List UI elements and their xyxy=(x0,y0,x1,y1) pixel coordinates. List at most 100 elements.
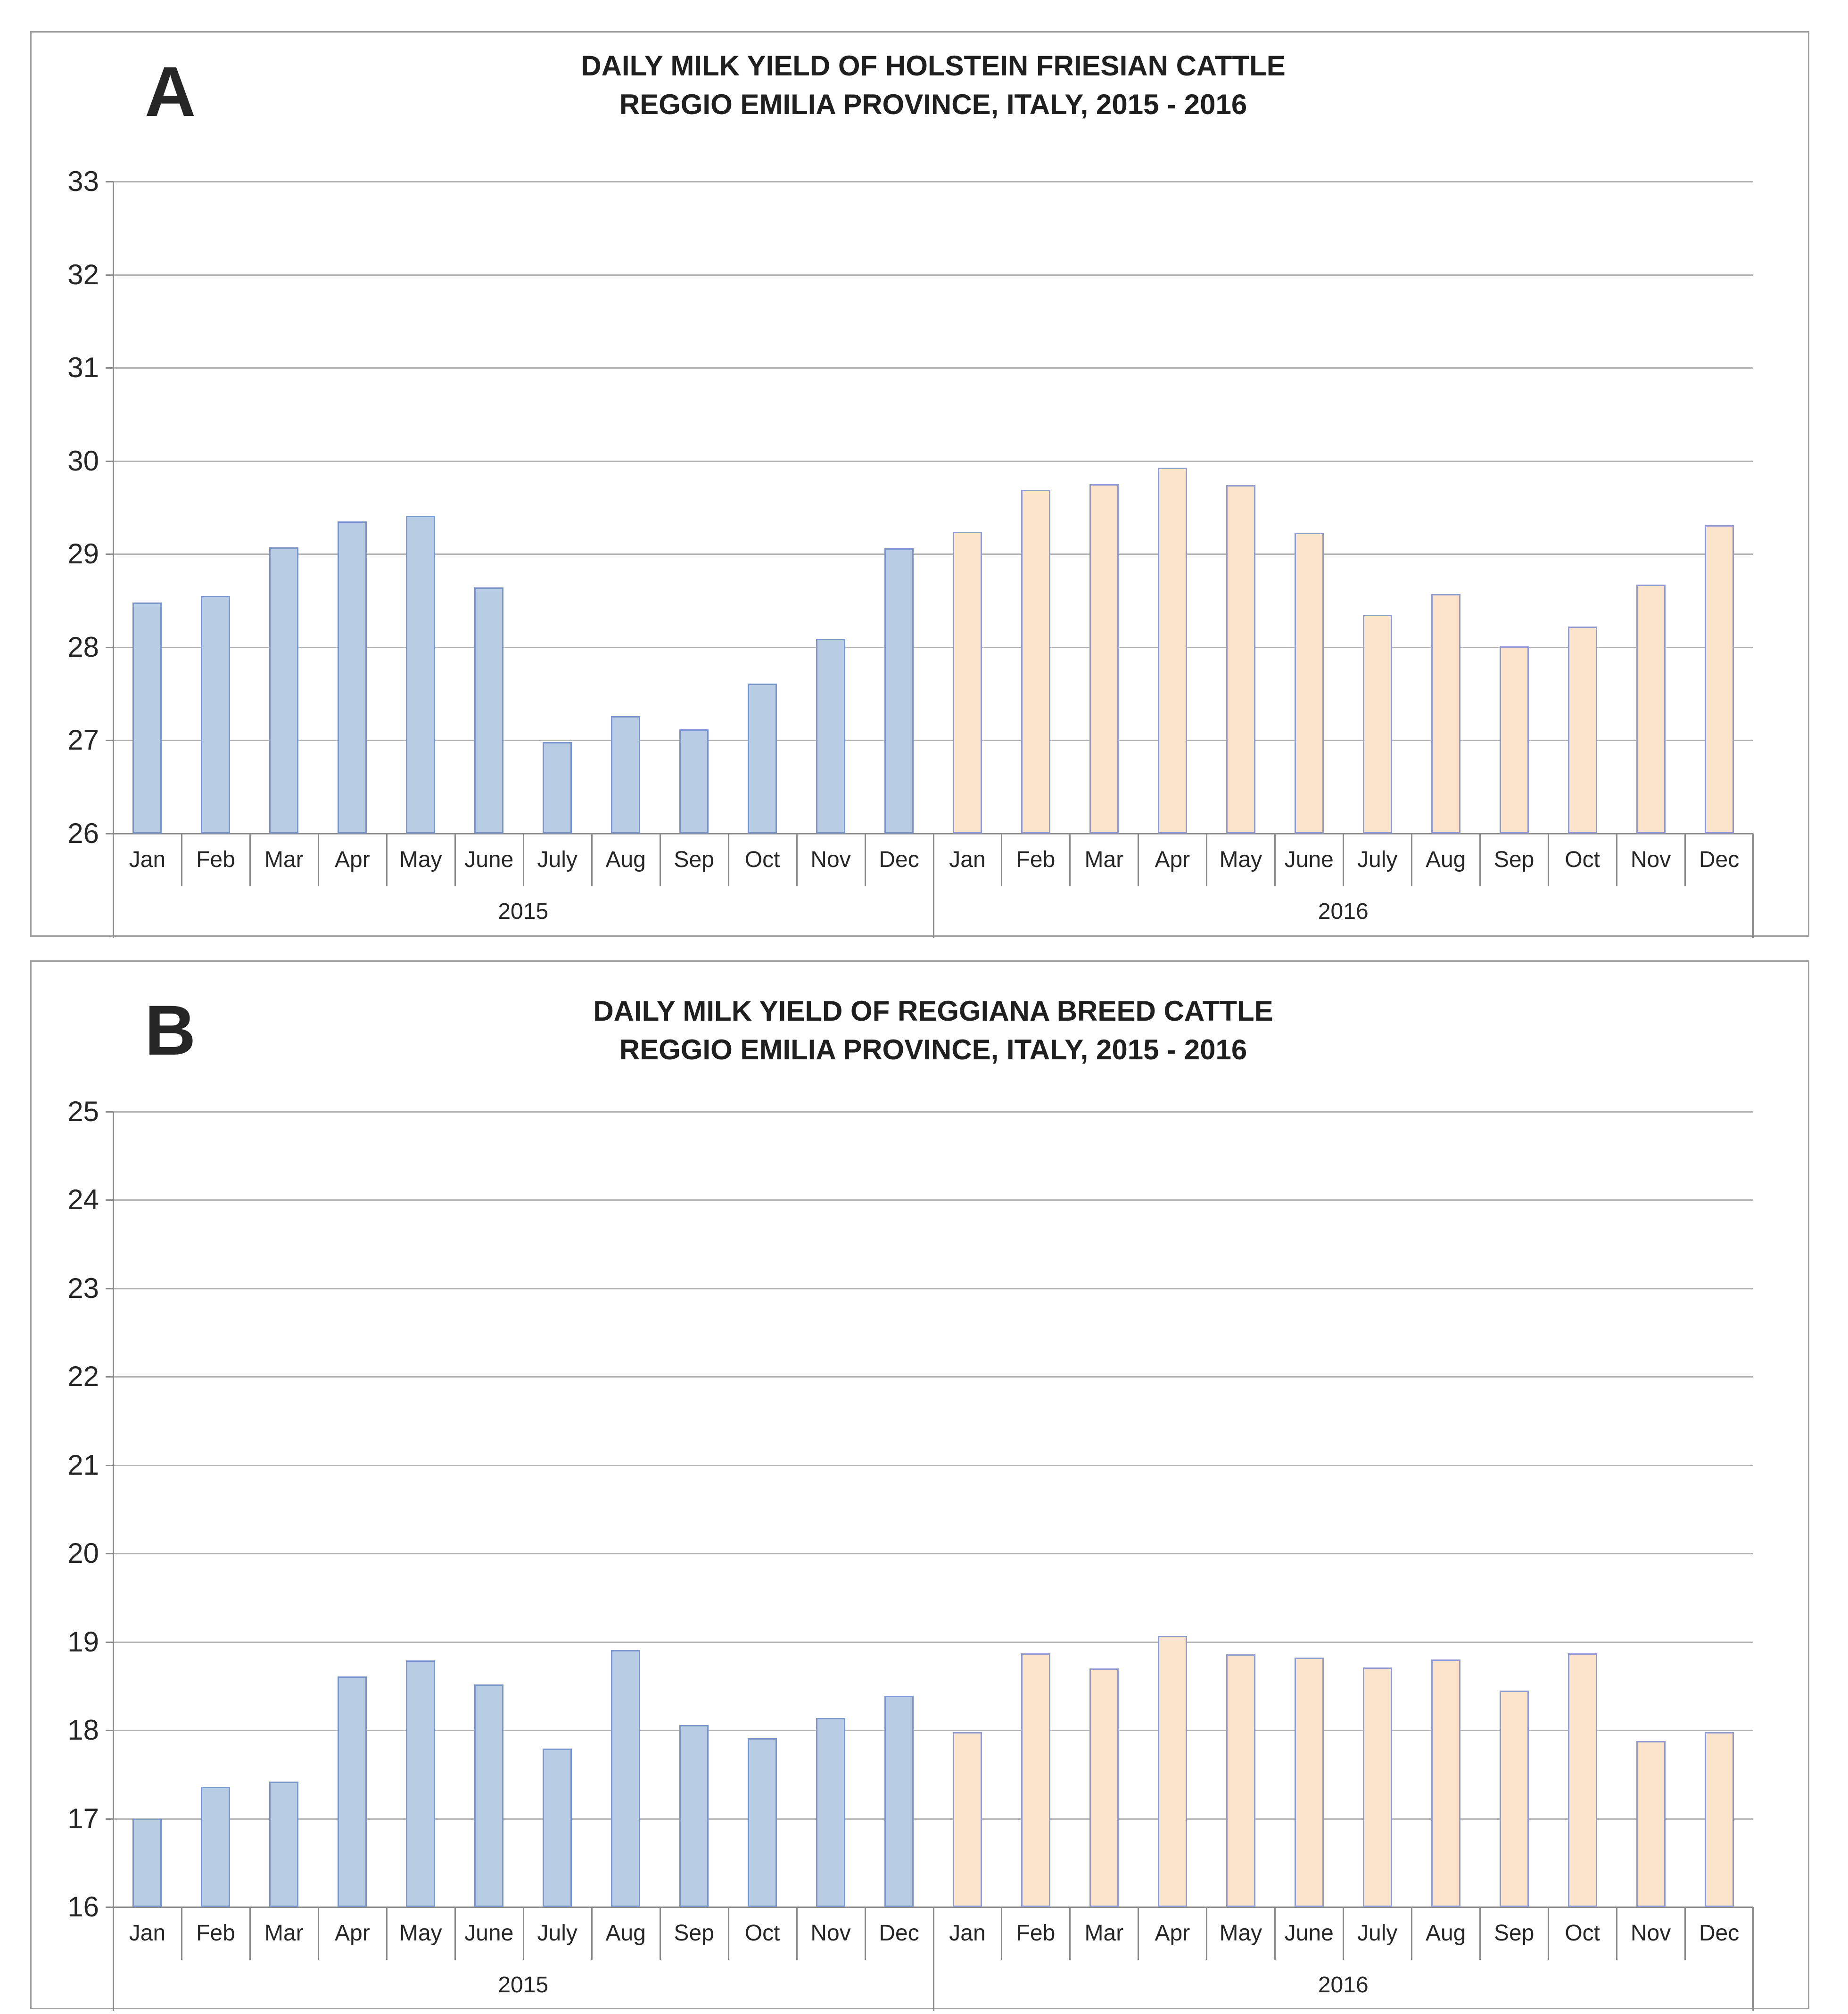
panel-b-label: B xyxy=(145,990,196,1070)
panel-a-title-line2: REGGIO EMILIA PROVINCE, ITALY, 2015 - 20… xyxy=(619,89,1247,120)
month-label-2015-Aug: Aug xyxy=(605,847,646,872)
bar-2015-Aug xyxy=(611,716,641,834)
bar-2016-May xyxy=(1226,1654,1255,1907)
month-label-2015-May: May xyxy=(399,847,442,872)
month-label-2016-Oct: Oct xyxy=(1565,847,1600,872)
bar-2015-Oct xyxy=(748,1738,777,1907)
month-label-2015-Oct: Oct xyxy=(744,847,780,872)
y-tickmark-17 xyxy=(106,1818,113,1820)
y-tick-label-29: 29 xyxy=(67,538,99,570)
month-separator xyxy=(1548,1907,1550,1960)
month-label-2015-May: May xyxy=(399,1921,442,1946)
month-label-2015-Nov: Nov xyxy=(810,1921,851,1946)
bar-2016-Mar xyxy=(1089,484,1119,834)
gridline-y-22 xyxy=(113,1376,1753,1378)
month-label-2016-May: May xyxy=(1219,847,1262,872)
y-tick-label-23: 23 xyxy=(67,1272,99,1304)
gridline-y-25 xyxy=(113,1111,1753,1113)
table-right-border xyxy=(1752,834,1754,938)
y-tick-label-21: 21 xyxy=(67,1449,99,1481)
year-label-2016: 2016 xyxy=(1318,1973,1369,1997)
bar-2016-Dec xyxy=(1704,525,1734,834)
bar-2016-July xyxy=(1362,614,1392,834)
month-separator xyxy=(1411,1907,1413,1960)
month-separator xyxy=(1616,834,1618,886)
month-label-2016-Apr: Apr xyxy=(1155,1921,1190,1946)
bar-2015-May xyxy=(406,516,436,834)
y-tickmark-30 xyxy=(106,460,113,462)
y-tickmark-31 xyxy=(106,367,113,369)
month-label-2016-July: July xyxy=(1357,1921,1398,1946)
bar-2016-Jan xyxy=(952,1732,982,1907)
bar-2016-Oct xyxy=(1568,1653,1597,1907)
y-tick-label-24: 24 xyxy=(67,1184,99,1216)
month-separator xyxy=(1001,1907,1003,1960)
month-separator xyxy=(522,1907,524,1960)
month-label-2015-Mar: Mar xyxy=(264,847,304,872)
bar-2015-Sep xyxy=(679,1725,709,1907)
bar-2016-May xyxy=(1226,485,1255,834)
month-label-2015-Feb: Feb xyxy=(196,847,235,872)
month-label-2015-Jan: Jan xyxy=(129,1921,166,1946)
bar-2016-June xyxy=(1294,532,1324,834)
month-separator xyxy=(591,834,593,886)
y-tick-label-19: 19 xyxy=(67,1626,99,1658)
month-separator xyxy=(1138,1907,1139,1960)
bar-2016-June xyxy=(1294,1658,1324,1907)
month-label-2015-Mar: Mar xyxy=(264,1921,304,1946)
month-label-2016-Feb: Feb xyxy=(1016,1921,1056,1946)
bar-2015-Dec xyxy=(884,548,914,834)
month-label-2016-July: July xyxy=(1357,847,1398,872)
month-label-2016-Nov: Nov xyxy=(1630,847,1671,872)
y-tick-label-26: 26 xyxy=(67,817,99,849)
y-tickmark-24 xyxy=(106,1199,113,1201)
year-separator-mid xyxy=(932,834,934,938)
month-label-2015-July: July xyxy=(537,1921,578,1946)
month-separator xyxy=(454,1907,456,1960)
bar-2015-Nov xyxy=(816,1717,846,1907)
bar-2015-June xyxy=(474,1684,504,1907)
gridline-y-19 xyxy=(113,1641,1753,1643)
month-separator xyxy=(1684,834,1686,886)
month-separator xyxy=(1479,834,1481,886)
month-separator xyxy=(1274,1907,1276,1960)
gridline-y-20 xyxy=(113,1553,1753,1555)
month-separator xyxy=(317,1907,319,1960)
gridline-y-21 xyxy=(113,1464,1753,1466)
bar-2015-July xyxy=(543,742,572,834)
year-label-2015: 2015 xyxy=(498,1973,549,1997)
gridline-y-27 xyxy=(113,740,1753,742)
y-tick-label-31: 31 xyxy=(67,352,99,384)
bar-2016-Feb xyxy=(1021,1653,1050,1907)
month-label-2015-Feb: Feb xyxy=(196,1921,235,1946)
month-label-2015-Apr: Apr xyxy=(335,847,370,872)
y-tickmark-26 xyxy=(106,833,113,834)
y-tickmark-22 xyxy=(106,1376,113,1378)
month-separator xyxy=(591,1907,593,1960)
bar-2015-Sep xyxy=(679,729,709,834)
month-separator xyxy=(1274,834,1276,886)
gridline-y-28 xyxy=(113,646,1753,648)
bar-2015-Nov xyxy=(816,639,846,834)
panel-b-title-line2: REGGIO EMILIA PROVINCE, ITALY, 2015 - 20… xyxy=(619,1034,1247,1065)
month-label-2016-Mar: Mar xyxy=(1084,847,1124,872)
bar-2015-Feb xyxy=(201,1787,231,1907)
bar-2015-Oct xyxy=(748,683,777,834)
month-separator xyxy=(1411,834,1413,886)
month-separator xyxy=(796,834,798,886)
bar-2015-Mar xyxy=(269,547,299,834)
gridline-y-24 xyxy=(113,1199,1753,1201)
y-tick-label-27: 27 xyxy=(67,724,99,756)
month-separator xyxy=(727,834,729,886)
month-label-2015-June: June xyxy=(464,1921,514,1946)
bar-2016-Sep xyxy=(1499,646,1529,834)
bar-2015-Apr xyxy=(338,1676,367,1907)
y-tick-label-30: 30 xyxy=(67,445,99,477)
month-separator xyxy=(1206,834,1208,886)
gridline-y-31 xyxy=(113,367,1753,369)
month-label-2016-Feb: Feb xyxy=(1016,847,1056,872)
month-separator xyxy=(522,834,524,886)
bar-2015-Aug xyxy=(611,1650,641,1907)
bar-2016-Jan xyxy=(952,531,982,834)
month-separator xyxy=(1343,1907,1345,1960)
